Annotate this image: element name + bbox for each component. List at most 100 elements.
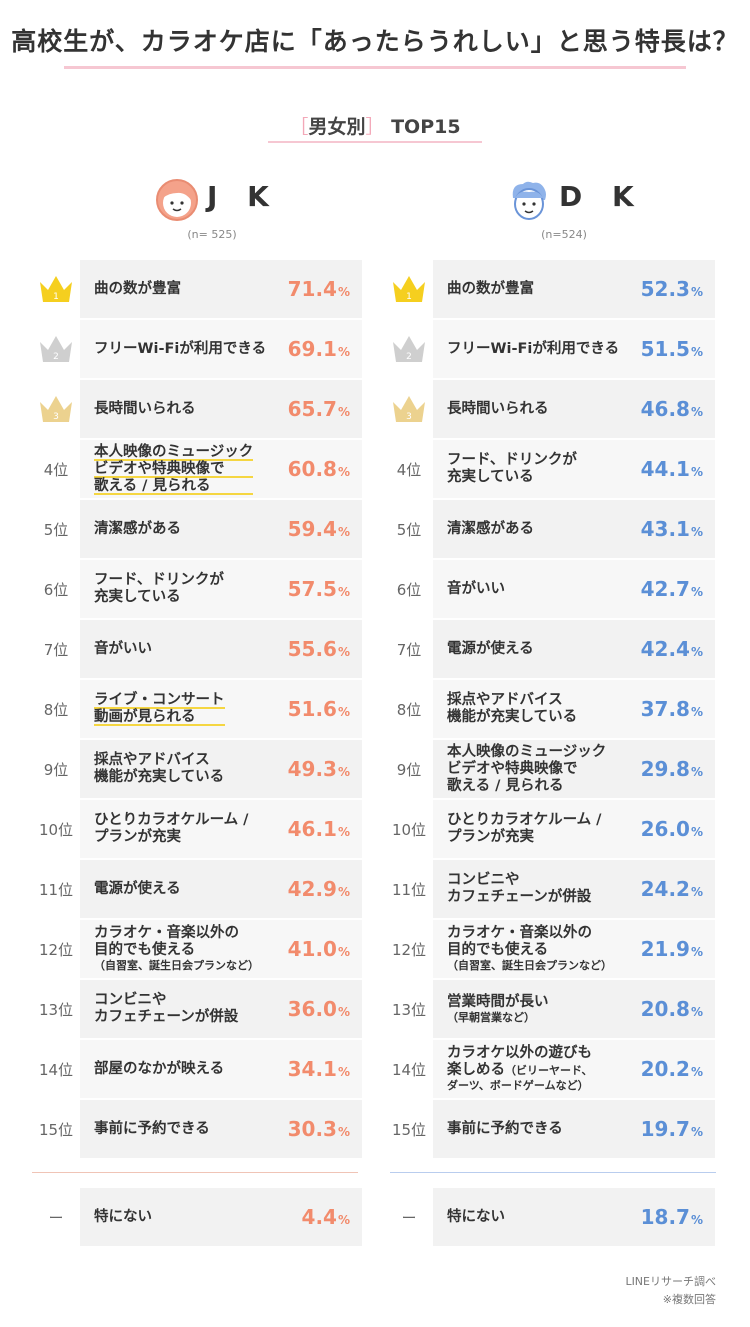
rank-cell: 7位: [385, 620, 433, 678]
rank-cell: 9位: [32, 740, 80, 798]
item-cell: フリーWi-Fiが利用できる 69.1%: [80, 320, 362, 378]
dk-sample-size: (n=524): [541, 228, 587, 241]
item-cell: 採点やアドバイス 機能が充実している 37.8%: [433, 680, 715, 738]
item-label-line: 本人映像のミュージック: [447, 743, 607, 760]
item-value-unit: %: [337, 944, 350, 959]
item-value-unit: %: [690, 524, 703, 539]
item-cell: ひとりカラオケルーム / プランが充実 46.1%: [80, 800, 362, 858]
item-cell: 音がいい 55.6%: [80, 620, 362, 678]
rank-label: 15位: [38, 1120, 74, 1139]
item-label: 長時間いられる: [447, 380, 549, 438]
crown-icon: 1: [393, 276, 425, 302]
rank-label: 13位: [38, 1000, 74, 1019]
rank-cell: 11位: [385, 860, 433, 918]
item-value: 43.1%: [641, 500, 703, 558]
item-label-line: フリーWi-Fiが利用できる: [94, 340, 267, 357]
item-value: 42.9%: [288, 860, 350, 918]
item-value-number: 20.2: [640, 1057, 690, 1081]
item-value-unit: %: [337, 524, 350, 539]
item-value-unit: %: [337, 284, 350, 299]
item-value-number: 60.8: [287, 457, 337, 481]
dk-header: D K: [507, 178, 707, 220]
rank-cell: 10位: [32, 800, 80, 858]
table-row: 10位 ひとりカラオケルーム / プランが充実 26.0%: [385, 800, 715, 858]
item-label-line: 特にない: [94, 1208, 152, 1225]
item-label: ひとりカラオケルーム / プランが充実: [447, 800, 601, 858]
item-cell: 長時間いられる 65.7%: [80, 380, 362, 438]
item-value-unit: %: [337, 824, 350, 839]
item-label-line: ビデオや特典映像で: [447, 760, 578, 777]
item-label-line: ひとりカラオケルーム /: [447, 812, 602, 828]
item-value: 65.7%: [288, 380, 350, 438]
item-label-line: 清潔感がある: [94, 520, 181, 537]
item-value: 29.8%: [641, 740, 703, 798]
item-label-line: 長時間いられる: [94, 400, 196, 417]
rank-label: 11位: [38, 880, 74, 899]
item-value: 36.0%: [288, 980, 350, 1038]
item-label-line: カラオケ・音楽以外の: [94, 925, 239, 941]
rank-label: 7位: [43, 640, 69, 659]
item-label: 本人映像のミュージック ビデオや特典映像で 歌える / 見られる: [447, 740, 606, 798]
rank-label: 10位: [38, 820, 74, 839]
rank-label: 7位: [396, 640, 422, 659]
item-value-number: 42.9: [287, 877, 337, 901]
item-label: フリーWi-Fiが利用できる: [94, 320, 266, 378]
table-row: 13位 コンビニや カフェチェーンが併設 36.0%: [32, 980, 362, 1038]
rank-cell: 1: [385, 260, 433, 318]
item-value-number: 44.1: [640, 457, 690, 481]
item-value-unit: %: [337, 1004, 350, 1019]
rank-cell: 14位: [385, 1040, 433, 1098]
item-value-number: 24.2: [640, 877, 690, 901]
table-row: 7位 電源が使える 42.4%: [385, 620, 715, 678]
item-value-number: 51.5: [640, 337, 690, 361]
item-label-line: カフェチェーンが併設: [94, 1009, 239, 1025]
item-note: （早朝営業など）: [447, 1010, 535, 1024]
rank-cell: 3: [385, 380, 433, 438]
item-value: 71.4%: [288, 260, 350, 318]
table-row: 15位 事前に予約できる 30.3%: [32, 1100, 362, 1158]
rank-label: 6位: [43, 580, 69, 599]
crown-rank-number: 2: [53, 352, 59, 362]
rank-label: 4位: [396, 460, 422, 479]
table-row: 1 曲の数が豊富 71.4%: [32, 260, 362, 318]
table-row: 8位 ライブ・コンサート 動画が見られる 51.6%: [32, 680, 362, 738]
item-label-line: 事前に予約できる: [447, 1120, 563, 1137]
item-cell: 事前に予約できる 30.3%: [80, 1100, 362, 1158]
item-value: 21.9%: [641, 920, 703, 978]
rank-label: 11位: [391, 880, 427, 899]
item-label-line: ひとりカラオケルーム /: [94, 812, 249, 828]
item-value-unit: %: [337, 1064, 350, 1079]
item-cell: 音がいい 42.7%: [433, 560, 715, 618]
item-label: フード、ドリンクが 充実している: [94, 560, 224, 618]
item-label: 長時間いられる: [94, 380, 196, 438]
item-value-number: 71.4: [287, 277, 337, 301]
rank-label: 9位: [43, 760, 69, 779]
item-cell: フード、ドリンクが 充実している 57.5%: [80, 560, 362, 618]
item-label-line: 充実している: [447, 469, 534, 485]
item-label-line: 電源が使える: [94, 880, 181, 897]
item-value-unit: %: [690, 944, 703, 959]
table-row: 5位 清潔感がある 59.4%: [32, 500, 362, 558]
table-row: 2 フリーWi-Fiが利用できる 51.5%: [385, 320, 715, 378]
item-cell: コンビニや カフェチェーンが併設 36.0%: [80, 980, 362, 1038]
item-value-unit: %: [337, 884, 350, 899]
item-label: コンビニや カフェチェーンが併設: [447, 860, 591, 918]
table-row: 6位 音がいい 42.7%: [385, 560, 715, 618]
footer-note: ※複数回答: [662, 1293, 716, 1306]
item-label: 営業時間が長い （早朝営業など）: [447, 980, 549, 1038]
item-label-line: 電源が使える: [447, 640, 534, 657]
item-value: 69.1%: [288, 320, 350, 378]
item-value: 41.0%: [288, 920, 350, 978]
item-note: （自習室、誕生日会プランなど）: [447, 959, 612, 972]
rank-cell: 2: [385, 320, 433, 378]
rank-cell: 3: [32, 380, 80, 438]
rank-label: ー: [48, 1208, 64, 1227]
item-label-line: カフェチェーンが併設: [447, 889, 592, 905]
item-cell: 特にない 18.7%: [433, 1188, 715, 1246]
rank-label: 14位: [391, 1060, 427, 1079]
item-value-unit: %: [690, 704, 703, 719]
item-value: 24.2%: [641, 860, 703, 918]
table-row: 1 曲の数が豊富 52.3%: [385, 260, 715, 318]
item-label-line: 曲の数が豊富: [447, 280, 534, 297]
rank-cell: 9位: [385, 740, 433, 798]
